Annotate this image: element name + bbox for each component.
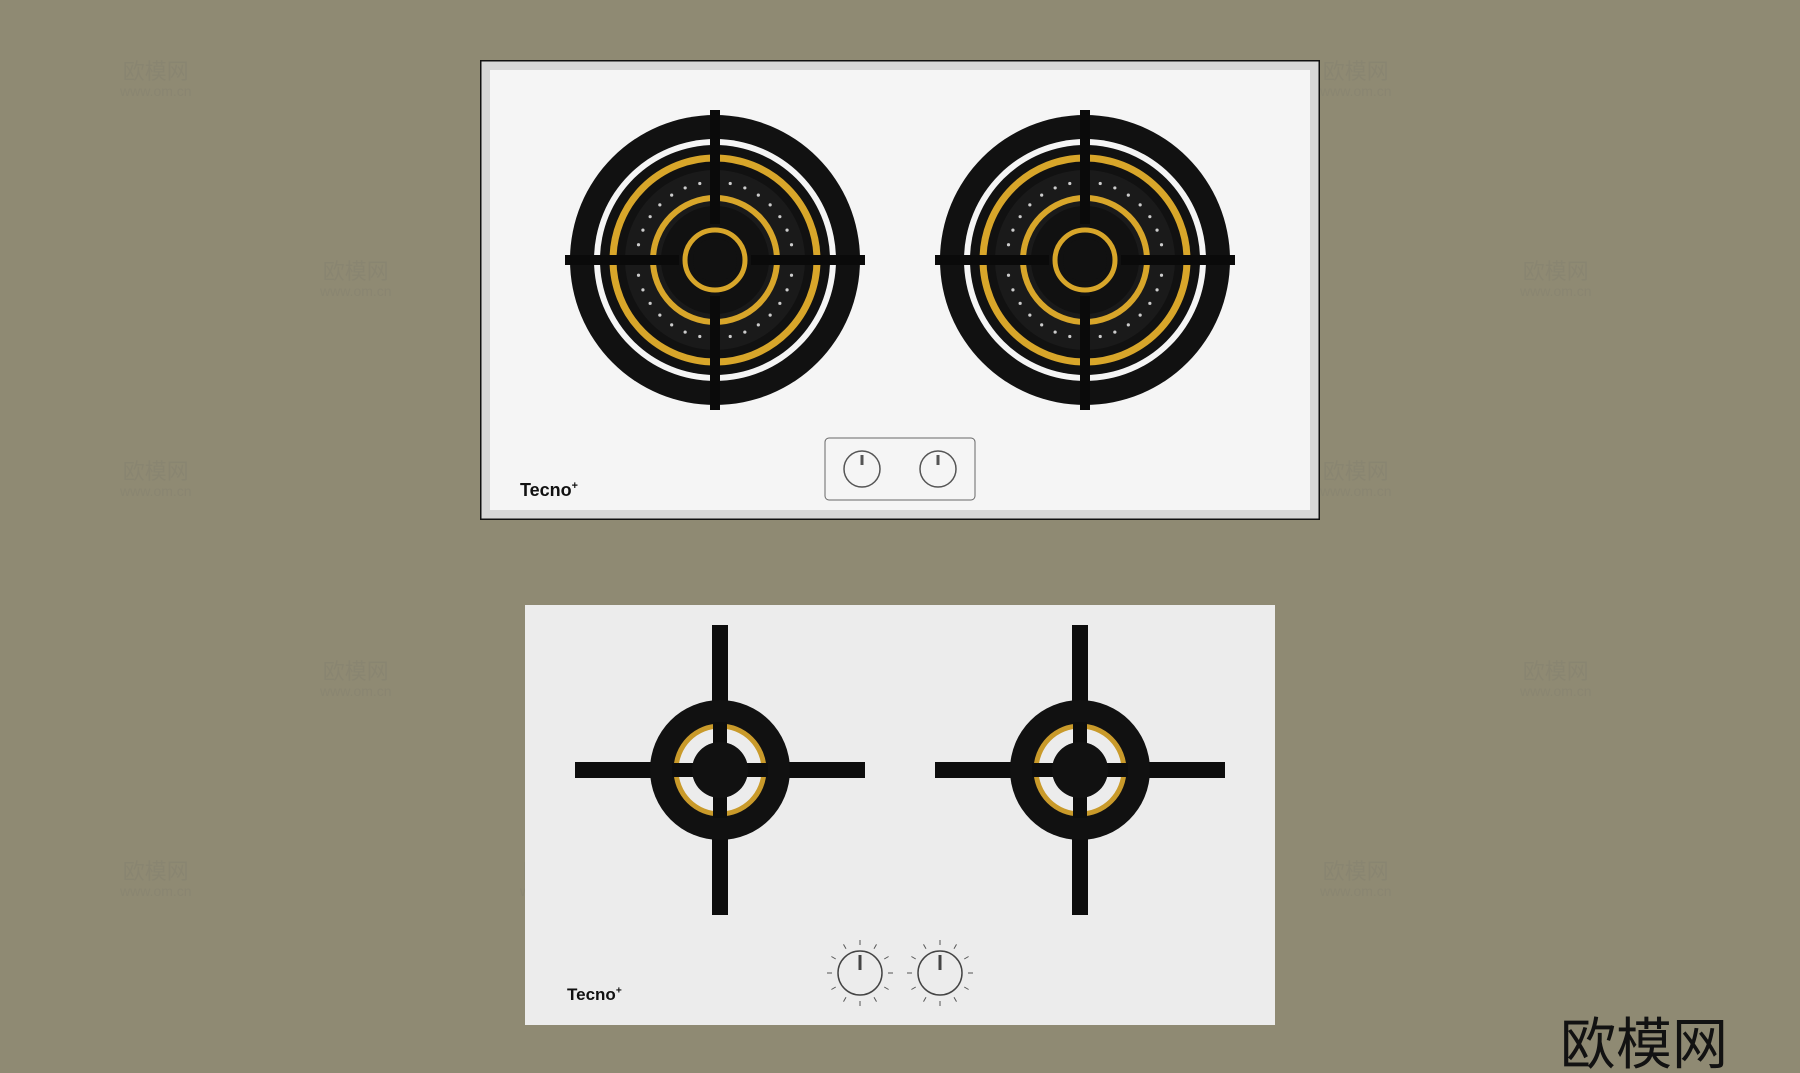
- brand-plus: +: [616, 985, 622, 996]
- top-brand-label: Tecno+: [520, 480, 578, 501]
- top-stove: Tecno+: [480, 60, 1320, 520]
- bottom-brand-label: Tecno+: [567, 985, 622, 1005]
- top-stove-svg: [480, 60, 1320, 520]
- brand-text: Tecno: [567, 985, 616, 1004]
- brand-text: Tecno: [520, 480, 572, 500]
- brand-plus: +: [572, 480, 578, 492]
- corner-site-label: 欧模网: [1560, 1000, 1728, 1073]
- bottom-stove: Tecno+: [525, 605, 1275, 1025]
- bottom-stove-svg: [525, 605, 1275, 1025]
